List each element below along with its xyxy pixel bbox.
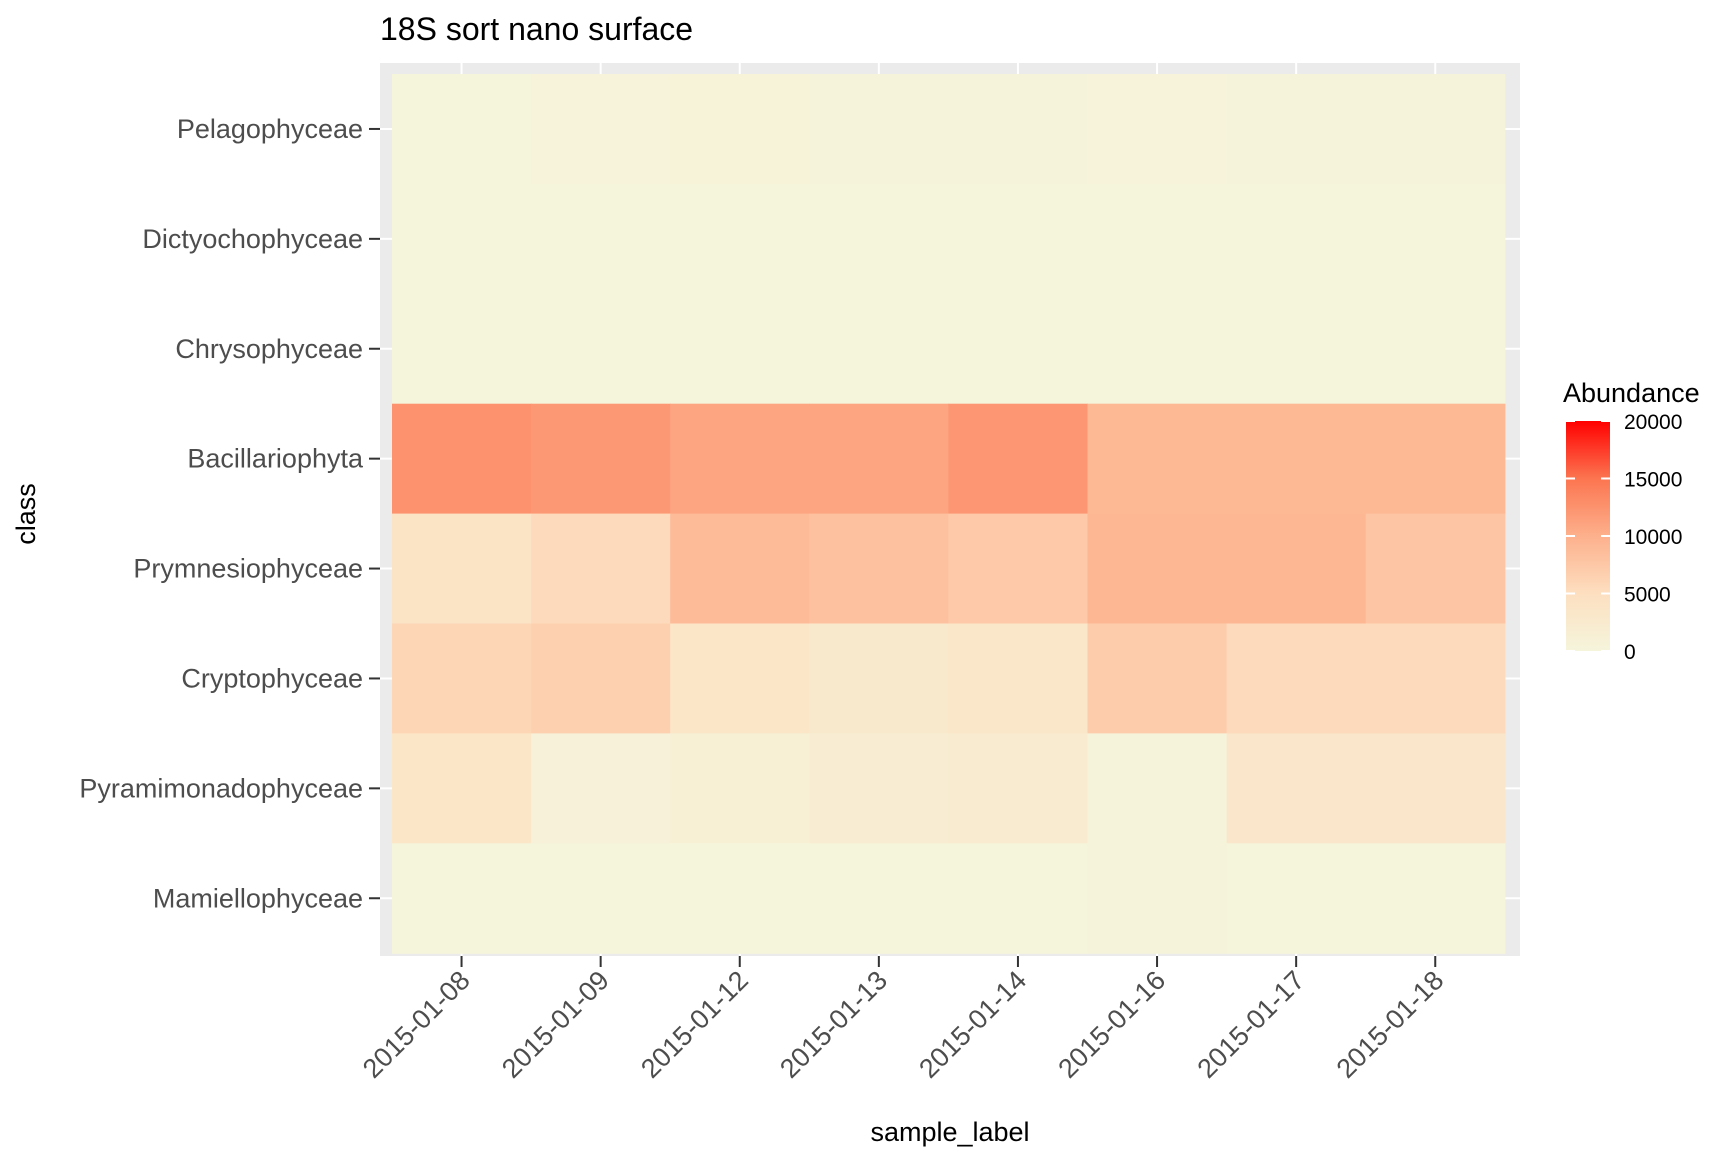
heatmap-cell: [1365, 623, 1506, 734]
legend-tick-label: 10000: [1624, 526, 1682, 549]
x-axis: 2015-01-08 2015-01-09 2015-01-12 2015-01-13…: [357, 956, 1450, 1084]
y-tick-label: Pelagophyceae: [177, 114, 363, 144]
x-tick-label: 2015-01-14: [913, 965, 1032, 1084]
heatmap-cell: [809, 403, 949, 515]
heatmap-cell: [809, 183, 949, 295]
heatmap-cell: [809, 293, 949, 405]
y-axis: Pelagophyceae Dictyochophyceae Chrysophyce…: [79, 114, 380, 913]
heatmap-cell: [1226, 843, 1367, 954]
heatmap-cell: [1226, 293, 1367, 405]
heatmap-cell: [1365, 513, 1506, 625]
x-tick-label: 2015-01-12: [635, 965, 754, 1084]
heatmap-cell: [1226, 733, 1367, 844]
chart-title: 18S sort nano surface: [380, 11, 693, 47]
legend-ticks: 0 5000 10000 15000 20000: [1566, 411, 1682, 664]
legend-tick-label: 0: [1624, 641, 1636, 664]
heatmap-cell: [1365, 293, 1506, 405]
heatmap-cell: [1365, 183, 1506, 295]
y-tick-label: Cryptophyceae: [181, 663, 363, 693]
heatmap-cell: [670, 74, 810, 185]
heatmap-cell: [1087, 403, 1228, 515]
heatmap-cell: [531, 183, 671, 295]
heatmap-cell: [531, 293, 671, 405]
heatmap-cell: [1226, 513, 1367, 625]
y-tick-label: Chrysophyceae: [175, 334, 363, 364]
x-tick-label: 2015-01-17: [1192, 965, 1311, 1084]
heatmap-cell: [670, 513, 810, 625]
heatmap-cell: [809, 623, 949, 734]
heatmap-cell: [531, 74, 671, 185]
heatmap-cell: [809, 74, 949, 185]
heatmap-cell: [948, 74, 1089, 185]
heatmap-cell: [392, 623, 532, 734]
heatmap-cell: [1087, 183, 1228, 295]
x-axis-title: sample_label: [870, 1117, 1029, 1147]
heatmap-cell: [392, 293, 532, 405]
heatmap-cell: [670, 623, 810, 734]
heatmap-cell: [392, 733, 532, 844]
heatmap-cells: [392, 74, 1506, 954]
x-tick-label: 2015-01-08: [357, 965, 476, 1084]
legend-title: Abundance: [1563, 378, 1700, 408]
legend-tick-label: 5000: [1624, 584, 1671, 607]
heatmap-cell: [948, 513, 1089, 625]
heatmap-cell: [1087, 623, 1228, 734]
legend-tick-label: 15000: [1624, 469, 1682, 492]
heatmap-cell: [948, 403, 1089, 515]
heatmap-cell: [948, 733, 1089, 844]
heatmap-cell: [809, 513, 949, 625]
heatmap-cell: [1087, 733, 1228, 844]
heatmap-cell: [670, 293, 810, 405]
y-tick-label: Pyramimonadophyceae: [79, 773, 363, 803]
heatmap-cell: [531, 843, 671, 954]
heatmap-cell: [1087, 513, 1228, 625]
y-tick-label: Dictyochophyceae: [142, 224, 363, 254]
heatmap-cell: [1226, 403, 1367, 515]
heatmap-cell: [1365, 74, 1506, 185]
heatmap-cell: [392, 74, 532, 185]
heatmap-cell: [1087, 843, 1228, 954]
x-tick-label: 2015-01-18: [1331, 965, 1450, 1084]
heatmap-cell: [948, 843, 1089, 954]
heatmap-cell: [392, 513, 532, 625]
legend: Abundance 0 5000 10000 15000 20000: [1563, 378, 1700, 664]
heatmap-cell: [1226, 623, 1367, 734]
heatmap-cell: [531, 733, 671, 844]
heatmap-cell: [1226, 74, 1367, 185]
y-tick-label: Bacillariophyta: [187, 444, 364, 474]
heatmap-cell: [1365, 843, 1506, 954]
heatmap-cell: [948, 623, 1089, 734]
x-tick-label: 2015-01-09: [496, 965, 615, 1084]
y-tick-label: Prymnesiophyceae: [133, 554, 363, 584]
heatmap-cell: [1226, 183, 1367, 295]
heatmap-cell: [670, 403, 810, 515]
heatmap-cell: [670, 733, 810, 844]
heatmap-cell: [809, 733, 949, 844]
heatmap-cell: [531, 623, 671, 734]
heatmap-cell: [1087, 293, 1228, 405]
heatmap-cell: [670, 183, 810, 295]
heatmap-cell: [948, 183, 1089, 295]
heatmap-cell: [948, 293, 1089, 405]
x-tick-label: 2015-01-16: [1052, 965, 1171, 1084]
heatmap-cell: [531, 403, 671, 515]
heatmap-cell: [1087, 74, 1228, 185]
heatmap-cell: [670, 843, 810, 954]
x-tick-label: 2015-01-13: [774, 965, 893, 1084]
heatmap-cell: [392, 843, 532, 954]
heatmap-cell: [392, 403, 532, 515]
heatmap-cell: [1365, 403, 1506, 515]
y-tick-label: Mamiellophyceae: [153, 883, 363, 913]
heatmap-cell: [392, 183, 532, 295]
heatmap-cell: [531, 513, 671, 625]
heatmap-cell: [1365, 733, 1506, 844]
legend-tick-label: 20000: [1624, 411, 1682, 434]
heatmap-cell: [809, 843, 949, 954]
y-axis-title: class: [11, 483, 41, 545]
